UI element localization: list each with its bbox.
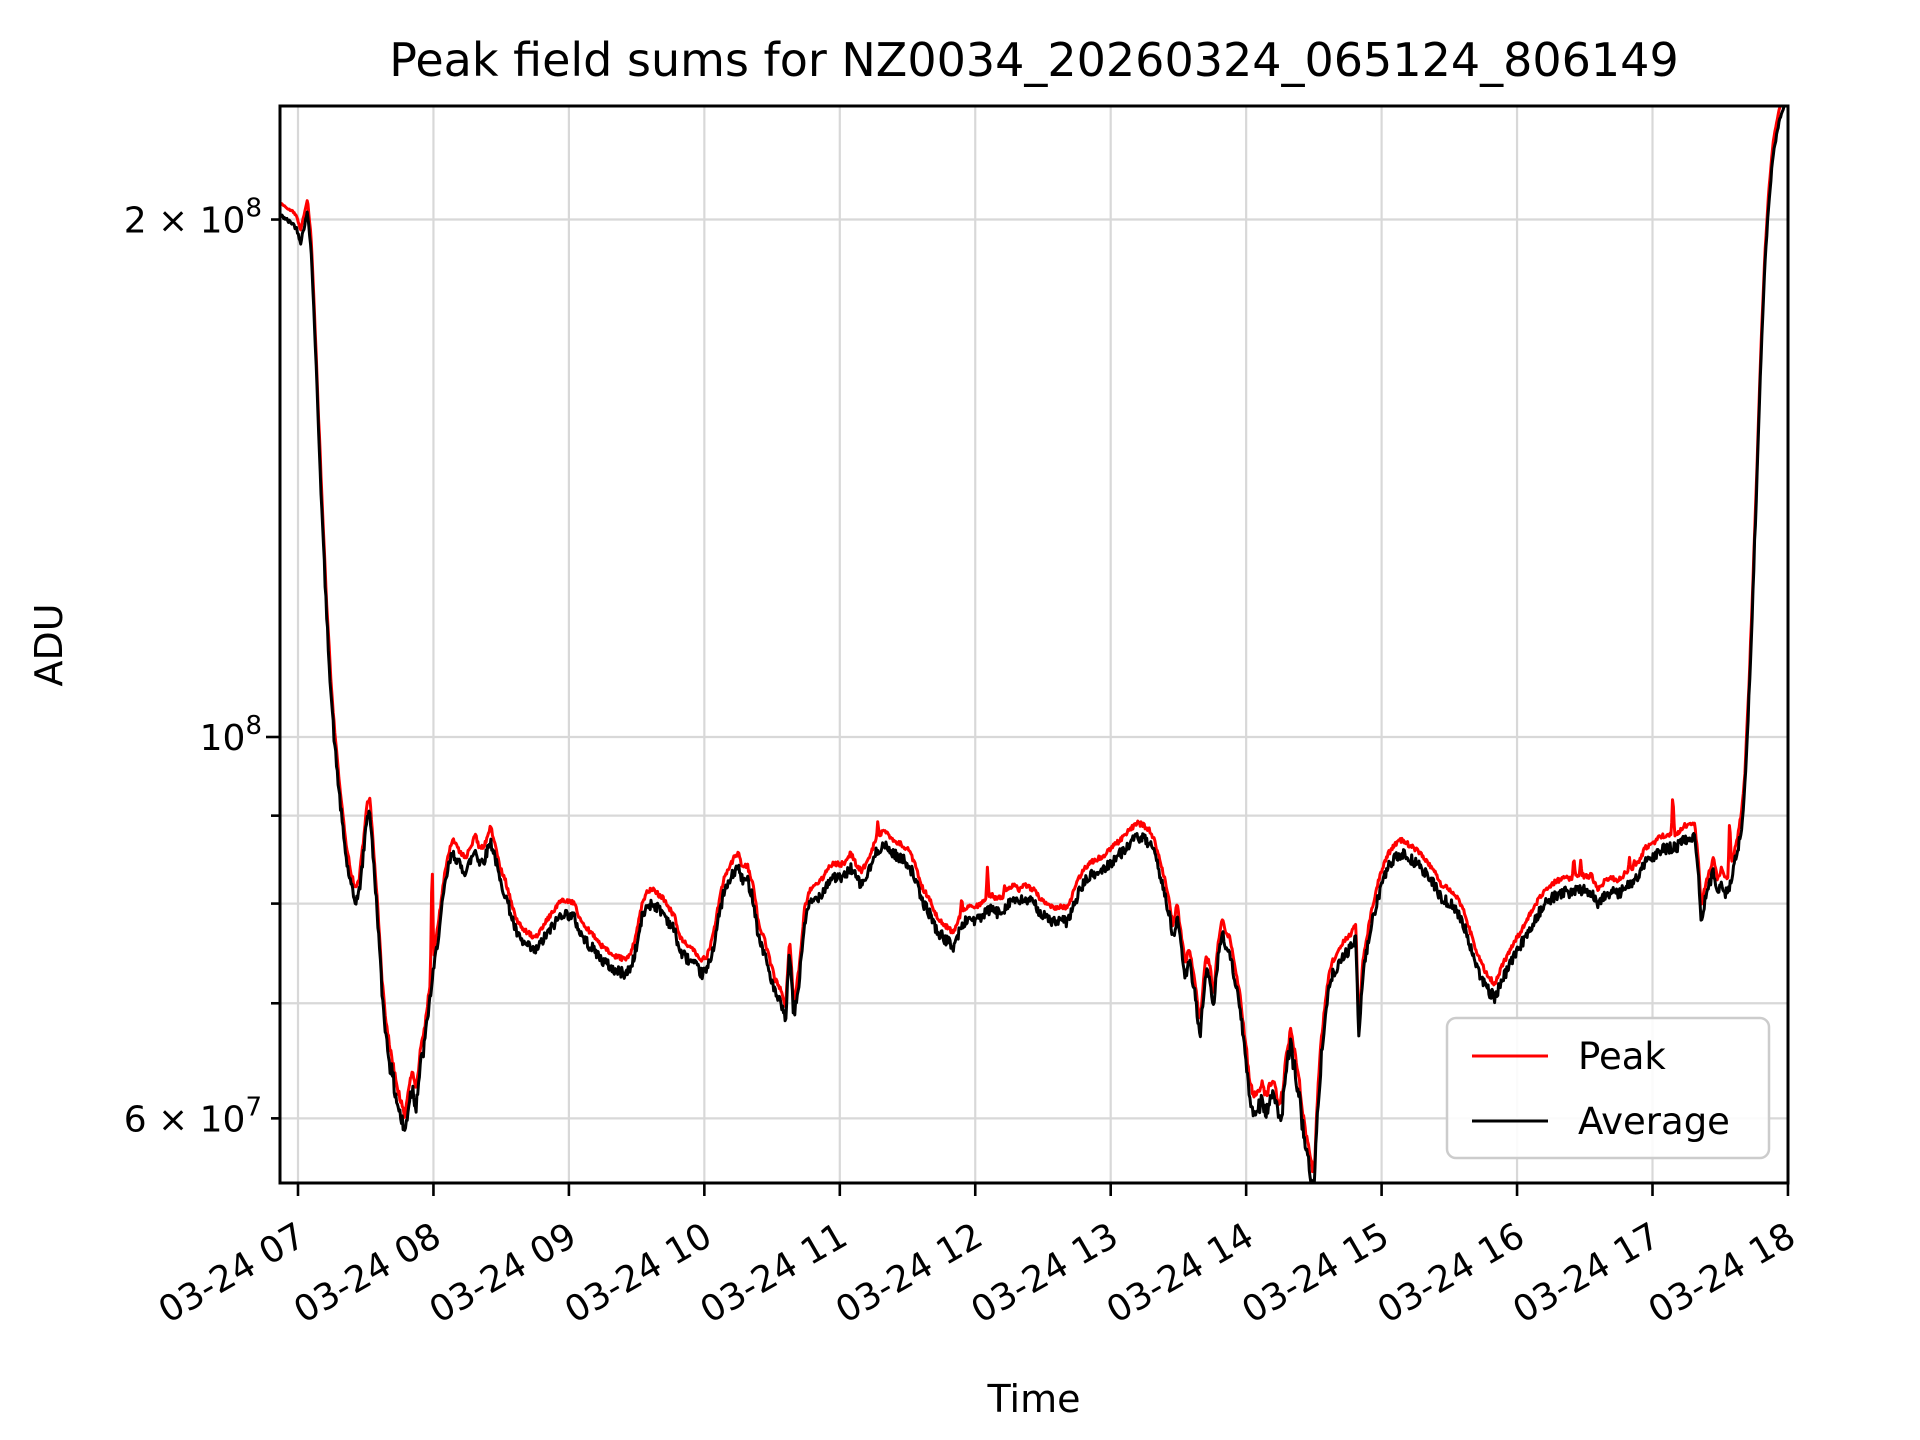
legend-box — [1445, 1016, 1771, 1160]
y-tick-label: 6 × 107 — [124, 1092, 262, 1140]
x-axis-label: Time — [987, 1377, 1081, 1421]
legend: Peak Average — [1445, 1016, 1771, 1160]
y-tick-labels: 2 × 108 108 6 × 107 — [124, 194, 262, 1141]
y-axis-label: ADU — [27, 603, 71, 686]
axes-box — [278, 104, 1790, 1185]
legend-average-label: Average — [1578, 1100, 1730, 1143]
y-tick-label: 2 × 108 — [124, 194, 262, 242]
y-tick-label: 108 — [200, 711, 262, 759]
peak-series-line — [280, 106, 1782, 1174]
axis-ticks — [266, 218, 1790, 1196]
average-series-line — [280, 106, 1786, 1183]
legend-peak-label: Peak — [1578, 1035, 1666, 1078]
chart-title: Peak field sums for NZ0034_20260324_0651… — [389, 33, 1678, 87]
gridlines — [280, 106, 1790, 1183]
